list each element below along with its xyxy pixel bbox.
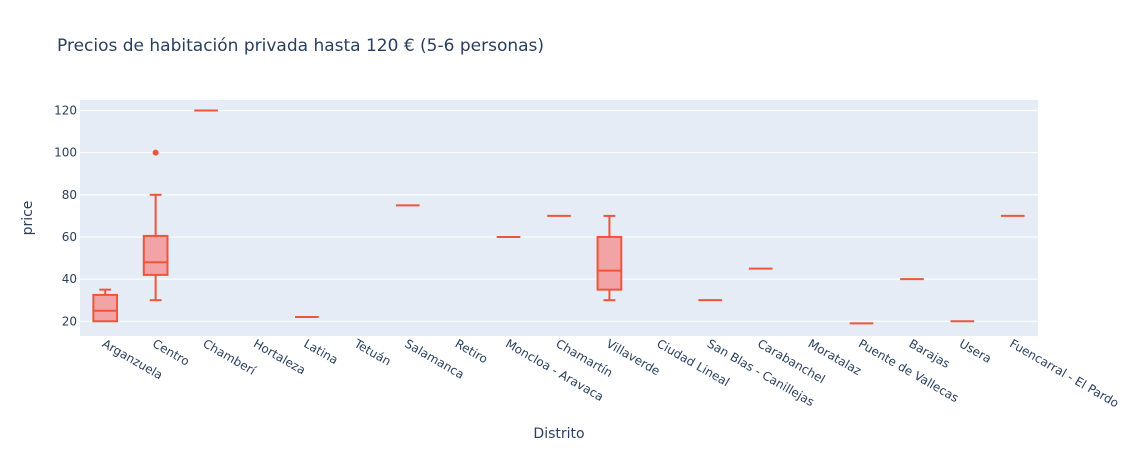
- x-axis-title: Distrito: [533, 426, 584, 442]
- x-tick-label: Retiro: [453, 336, 491, 366]
- box-villaverde: [596, 214, 623, 302]
- box-body: [596, 235, 623, 291]
- y-tick-label: 20: [62, 314, 77, 328]
- y-tick-label: 80: [62, 188, 77, 202]
- box-centro: [142, 149, 169, 302]
- x-tick-label: Villaverde: [604, 336, 663, 378]
- y-tick-label: 120: [54, 104, 77, 118]
- x-tick-label: Fuencarral - El Pardo: [1007, 336, 1121, 410]
- plot-area: [80, 100, 1038, 336]
- y-tick-label: 40: [62, 272, 77, 286]
- x-tick-label: Centro: [150, 336, 192, 368]
- box-body: [142, 234, 169, 276]
- boxes: [92, 109, 1025, 325]
- y-axis-ticks: 20 40 60 80 100 120: [54, 104, 77, 329]
- chart-title: Precios de habitación privada hasta 120 …: [57, 36, 544, 56]
- x-tick-label: Latina: [301, 336, 340, 367]
- box-body: [92, 293, 119, 323]
- x-tick-label: Hortaleza: [251, 336, 308, 377]
- x-tick-label: Usera: [957, 336, 994, 365]
- y-axis-title: price: [20, 201, 36, 236]
- gridlines: [80, 110, 1038, 322]
- y-tick-label: 100: [54, 146, 77, 160]
- outlier-point: [152, 149, 159, 156]
- box-arganzuela: [92, 288, 119, 323]
- x-tick-label: Chamberí: [201, 336, 259, 378]
- y-tick-label: 60: [62, 230, 77, 244]
- x-tick-label: Tetuán: [351, 336, 393, 369]
